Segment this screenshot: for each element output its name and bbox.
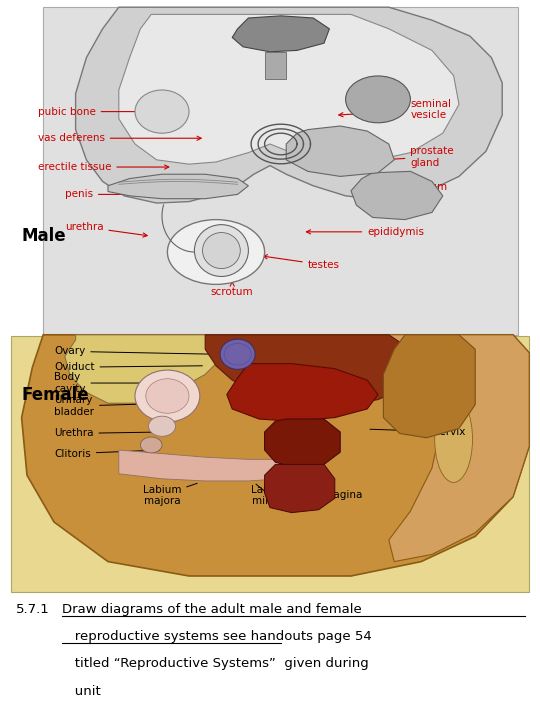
Text: Ureter: Ureter (392, 346, 465, 356)
Text: Labium
majora: Labium majora (143, 483, 197, 506)
Text: Cervix: Cervix (370, 427, 465, 437)
Ellipse shape (346, 76, 410, 122)
Polygon shape (205, 335, 421, 407)
Text: Ovary: Ovary (54, 346, 213, 356)
Text: Vagina: Vagina (310, 480, 363, 500)
FancyBboxPatch shape (43, 7, 518, 335)
Text: reproductive systems see handouts page 54: reproductive systems see handouts page 5… (62, 630, 372, 643)
Polygon shape (351, 171, 443, 220)
Ellipse shape (220, 339, 255, 369)
Text: prostate
gland: prostate gland (344, 146, 454, 168)
Polygon shape (265, 52, 286, 79)
Text: scrotum: scrotum (211, 281, 253, 297)
Ellipse shape (435, 396, 472, 482)
Ellipse shape (167, 220, 265, 284)
Text: Oviduct: Oviduct (54, 362, 202, 372)
Text: Rectum: Rectum (408, 364, 471, 374)
Ellipse shape (140, 437, 162, 453)
Text: Male: Male (22, 227, 66, 245)
Ellipse shape (146, 379, 189, 413)
Text: 5.7.1: 5.7.1 (16, 603, 50, 616)
Polygon shape (383, 335, 475, 438)
Text: penis: penis (65, 189, 142, 199)
Text: Urethra: Urethra (54, 428, 159, 438)
Ellipse shape (135, 370, 200, 422)
Text: unit: unit (62, 685, 101, 698)
Text: titled “Reproductive Systems”  given during: titled “Reproductive Systems” given duri… (62, 657, 369, 670)
Polygon shape (265, 464, 335, 513)
Ellipse shape (148, 416, 176, 436)
Text: vas deferens: vas deferens (38, 133, 201, 143)
Ellipse shape (194, 225, 248, 276)
Polygon shape (119, 450, 281, 481)
Text: Labium
minora: Labium minora (251, 484, 289, 506)
Polygon shape (76, 7, 502, 203)
Text: Body
cavity: Body cavity (54, 372, 159, 394)
Text: testes: testes (263, 255, 340, 270)
Polygon shape (108, 174, 248, 199)
Ellipse shape (202, 233, 240, 269)
Text: Female: Female (22, 386, 89, 403)
FancyBboxPatch shape (11, 336, 529, 592)
Text: bladder: bladder (250, 27, 290, 43)
Text: Draw diagrams of the adult male and female: Draw diagrams of the adult male and fema… (62, 603, 362, 616)
Polygon shape (22, 335, 529, 576)
Text: seminal
vesicle: seminal vesicle (339, 99, 451, 120)
Text: epididymis: epididymis (306, 227, 424, 237)
Polygon shape (119, 14, 459, 164)
Polygon shape (286, 126, 394, 176)
Text: rectum: rectum (371, 182, 448, 199)
Ellipse shape (135, 90, 189, 133)
Text: Urinary
bladder: Urinary bladder (54, 395, 170, 417)
Text: pubic bone: pubic bone (38, 107, 180, 117)
Polygon shape (265, 419, 340, 468)
Text: Clitoris: Clitoris (54, 449, 159, 459)
Text: urethra: urethra (65, 222, 147, 237)
Text: Uterus: Uterus (392, 384, 467, 394)
Polygon shape (65, 335, 227, 403)
Polygon shape (389, 335, 529, 562)
Polygon shape (232, 16, 329, 52)
Polygon shape (227, 364, 378, 421)
Text: erectile tissue: erectile tissue (38, 162, 169, 172)
